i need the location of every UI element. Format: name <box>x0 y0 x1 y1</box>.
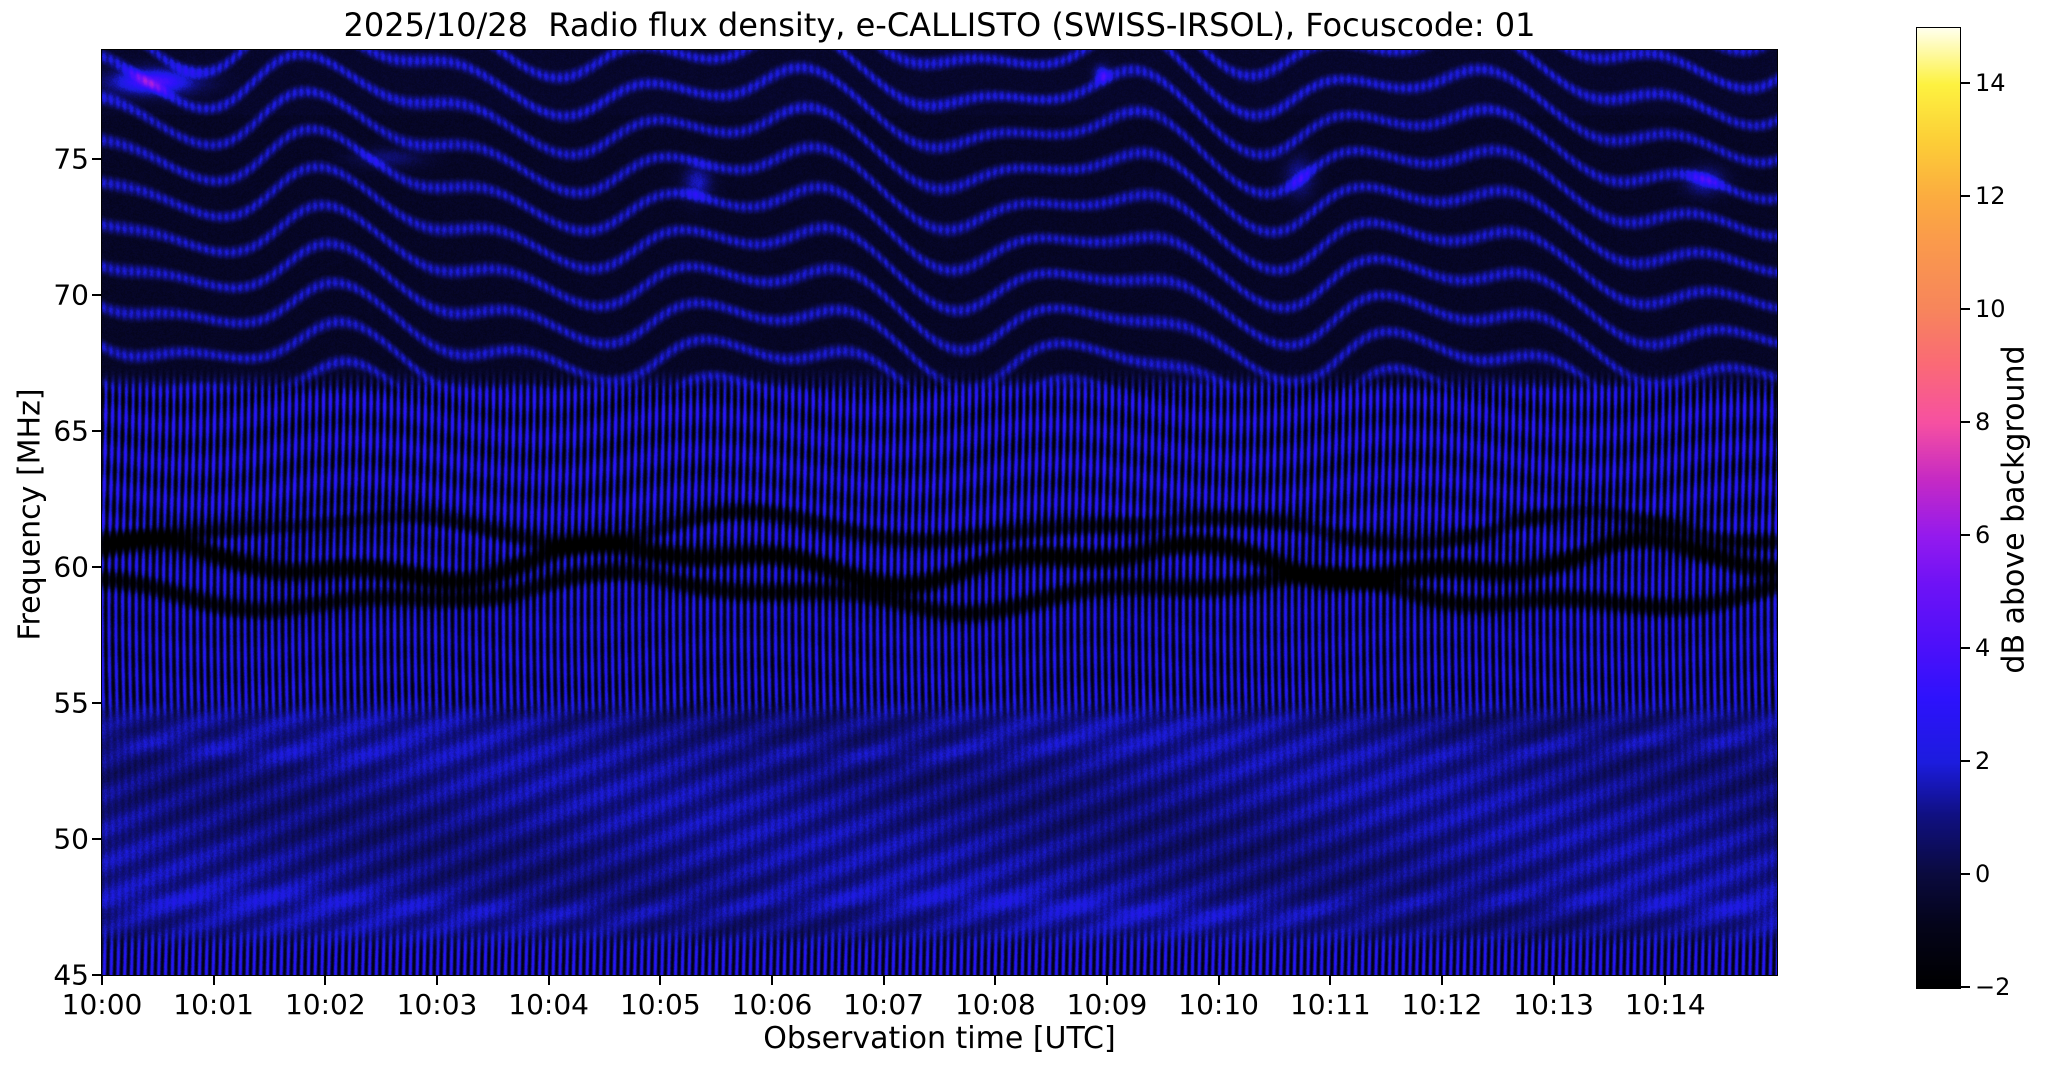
x-tick-label: 10:10 <box>1178 988 1260 1021</box>
x-tick-label: 10:04 <box>508 988 590 1021</box>
colorbar-tick-label: 10 <box>1975 295 2006 324</box>
y-tick-label: 50 <box>53 822 89 856</box>
colorbar-gradient-canvas <box>1917 28 1960 988</box>
spectrogram-canvas <box>102 50 1777 975</box>
x-tick-mark <box>324 976 327 985</box>
x-tick-mark <box>1664 976 1667 985</box>
x-tick-label: 10:08 <box>954 988 1036 1021</box>
x-tick-mark <box>1441 976 1443 985</box>
chart-title: 2025/10/28 Radio flux density, e-CALLIST… <box>343 6 1536 44</box>
colorbar-tick-label: 12 <box>1975 182 2006 211</box>
colorbar-tick-mark <box>1961 308 1970 311</box>
colorbar-tick-label: −2 <box>1975 973 2011 1001</box>
y-tick-label: 55 <box>53 686 89 720</box>
colorbar-tick-mark <box>1961 986 1970 988</box>
y-tick-label: 45 <box>53 958 89 992</box>
x-tick-mark <box>882 976 885 985</box>
x-tick-mark <box>1106 976 1108 985</box>
colorbar-label: dB above background <box>1996 345 2032 674</box>
x-tick-label: 10:01 <box>173 988 255 1021</box>
y-tick-label: 65 <box>53 414 89 448</box>
colorbar-tick-label: 14 <box>1975 69 2006 98</box>
colorbar-tick-mark <box>1961 647 1970 650</box>
y-tick-label: 70 <box>53 278 89 312</box>
y-tick-mark <box>92 565 101 568</box>
y-tick-label: 60 <box>53 550 89 584</box>
x-tick-label: 10:12 <box>1401 988 1483 1021</box>
colorbar-tick-label: 2 <box>1975 747 1991 776</box>
x-tick-mark <box>101 976 103 985</box>
y-tick-mark <box>92 701 101 704</box>
colorbar-tick-mark <box>1961 421 1970 424</box>
colorbar-tick-label: 8 <box>1975 408 1991 437</box>
colorbar-tick-mark <box>1961 195 1970 198</box>
x-tick-label: 10:11 <box>1289 988 1371 1021</box>
plot-area <box>101 49 1778 976</box>
y-tick-label: 75 <box>53 142 89 176</box>
x-tick-label: 10:03 <box>396 988 478 1021</box>
x-tick-mark <box>212 976 215 985</box>
x-tick-mark <box>547 976 550 985</box>
x-tick-mark <box>436 976 438 985</box>
y-tick-mark <box>92 157 101 160</box>
y-tick-mark <box>92 837 101 840</box>
colorbar-tick-mark <box>1961 82 1970 85</box>
x-tick-label: 10:13 <box>1513 988 1595 1021</box>
x-tick-label: 10:14 <box>1624 988 1706 1021</box>
y-tick-mark <box>92 429 101 432</box>
colorbar-tick-mark <box>1961 534 1970 537</box>
x-tick-mark <box>1329 976 1332 985</box>
x-tick-mark <box>1217 976 1220 985</box>
y-tick-mark <box>92 974 101 976</box>
x-tick-mark <box>771 976 773 985</box>
x-tick-label: 10:00 <box>61 988 143 1021</box>
colorbar-tick-label: 4 <box>1975 634 1991 663</box>
colorbar-tick-mark <box>1961 873 1970 876</box>
x-tick-label: 10:09 <box>1066 988 1148 1021</box>
x-axis-label: Observation time [UTC] <box>763 1021 1116 1056</box>
x-tick-mark <box>1552 976 1555 985</box>
x-tick-mark <box>994 976 997 985</box>
x-tick-label: 10:07 <box>843 988 925 1021</box>
colorbar-tick-label: 6 <box>1975 521 1991 550</box>
x-tick-label: 10:05 <box>619 988 701 1021</box>
x-tick-mark <box>659 976 662 985</box>
colorbar <box>1916 27 1961 989</box>
colorbar-tick-label: 0 <box>1975 860 1991 889</box>
y-tick-mark <box>92 293 101 296</box>
colorbar-tick-mark <box>1961 760 1970 763</box>
x-tick-label: 10:06 <box>731 988 813 1021</box>
x-tick-label: 10:02 <box>284 988 366 1021</box>
